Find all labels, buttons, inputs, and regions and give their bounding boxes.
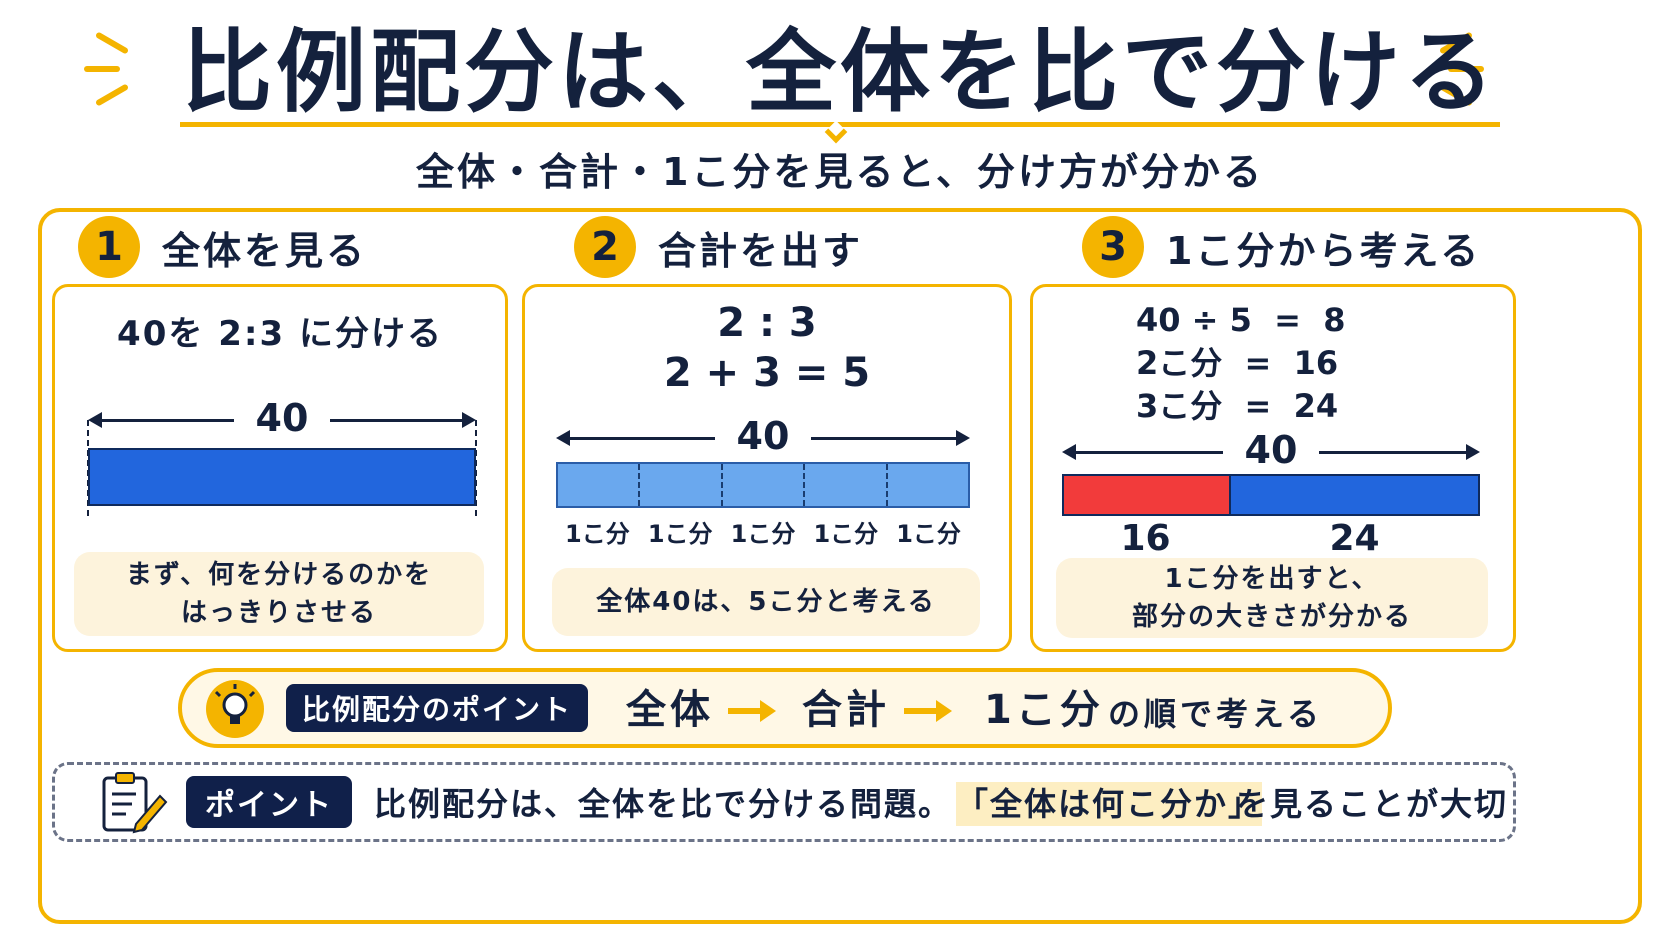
point-bar xyxy=(178,668,1392,748)
tip-tag: ポイント xyxy=(186,776,352,828)
step-3-eq-2: 2こ分 = 16 xyxy=(1136,344,1339,382)
arrow-head xyxy=(760,700,776,722)
step-1-number: 1 xyxy=(78,216,140,278)
flow-whole: 全体 xyxy=(626,687,714,733)
step-3-note-line-1: 1こ分を出すと、 xyxy=(1164,564,1380,594)
step-2-total-label: 40 xyxy=(715,414,811,458)
arrowhead-right xyxy=(956,430,970,446)
step-3-total-dimension: 40 xyxy=(1062,428,1480,472)
step-1-note-line-2: はっきりさせる xyxy=(180,598,377,628)
unit-segment-2 xyxy=(640,464,723,506)
step-3-part-1-label: 16 xyxy=(1120,518,1171,559)
step-1-label: 全体を見る xyxy=(162,228,368,273)
page-subtitle: 全体・合計・1こ分を見ると、分け方が分かる xyxy=(416,150,1264,194)
clipboard-pencil-icon xyxy=(100,770,170,834)
unit-label: 1こ分 xyxy=(730,520,796,548)
unit-label: 1こ分 xyxy=(647,520,713,548)
step-3-split-bar xyxy=(1062,474,1480,516)
step-2-note: 全体40は、5こ分と考える xyxy=(552,568,980,636)
step-1-problem: 40を 2:3 に分ける xyxy=(117,314,443,354)
step-2-unit-bar xyxy=(556,462,970,508)
unit-label: 1こ分 xyxy=(896,520,961,548)
step-1-header: 1 全体を見る xyxy=(78,216,367,278)
arrowhead-left xyxy=(556,430,570,446)
unit-segment-3 xyxy=(722,464,806,506)
arrowhead-right xyxy=(462,412,476,428)
step-2-note-text: 全体40は、5こ分と考える xyxy=(596,587,936,617)
flow-arrow-2 xyxy=(904,700,952,722)
arrow-head xyxy=(936,700,952,722)
step-2-ratio: 2 : 3 xyxy=(717,300,817,346)
step-3-note: 1こ分を出すと、 部分の大きさが分かる xyxy=(1056,558,1488,638)
flow-sum: 合計 xyxy=(802,687,890,733)
tip-highlight: 「全体は何こ分か」 xyxy=(956,782,1263,826)
step-1-note-line-1: まず、何を分けるのかを xyxy=(125,560,433,590)
step-2-number: 2 xyxy=(574,216,636,278)
title-spark-right-2 xyxy=(1448,66,1484,72)
tip-text-before: 比例配分は、全体を比で分ける問題。 xyxy=(374,785,953,823)
title-spark-left-2 xyxy=(84,66,120,72)
main-frame xyxy=(38,208,1642,924)
step-1-total-label: 40 xyxy=(234,396,330,440)
unit-label: 1こ分 xyxy=(813,520,879,548)
unit-segment-1 xyxy=(558,464,641,506)
title-spark-left-3 xyxy=(94,83,130,107)
step-2-unit-labels: 1こ分 1こ分 1こ分 1こ分 1こ分 xyxy=(556,514,970,549)
step-1-tick-right xyxy=(475,420,477,516)
step-3-number: 3 xyxy=(1082,216,1144,278)
step-1-whole-bar xyxy=(88,448,476,506)
page-title: 比例配分は、全体を比で分ける xyxy=(182,20,1498,125)
unit-segment-4 xyxy=(805,464,888,506)
step-3-part-2-label: 24 xyxy=(1329,518,1380,559)
flow-unit: 1こ分 xyxy=(984,687,1104,733)
step-3-eq-3: 3こ分 = 24 xyxy=(1136,387,1339,425)
point-bar-tag: 比例配分のポイント xyxy=(286,684,588,732)
arrowhead-right xyxy=(1466,444,1480,460)
step-1-total-dimension: 40 xyxy=(88,396,476,440)
part-24-segment xyxy=(1230,476,1478,514)
arrow-shaft xyxy=(904,708,940,714)
step-2-label: 合計を出す xyxy=(658,228,864,273)
title-spark-left-1 xyxy=(94,31,130,55)
step-2-total-dimension: 40 xyxy=(556,414,970,458)
step-2-sum: 2 + 3 = 5 xyxy=(663,350,871,396)
lightbulb-icon xyxy=(206,680,264,738)
arrowhead-left xyxy=(1062,444,1076,460)
unit-label: 1こ分 xyxy=(565,520,630,548)
step-1-note: まず、何を分けるのかを はっきりさせる xyxy=(74,552,484,636)
step-2-header: 2 合計を出す xyxy=(574,216,863,278)
tip-text-after: を見ることが大切 xyxy=(1236,785,1509,823)
flow-arrow-1 xyxy=(728,700,776,722)
flow-tail: の順で考える xyxy=(1108,695,1324,733)
step-3-total-label: 40 xyxy=(1223,428,1319,472)
step-3-eq-1: 40 ÷ 5 = 8 xyxy=(1136,301,1346,339)
unit-segment-5 xyxy=(887,464,969,506)
arrow-shaft xyxy=(728,708,764,714)
tip-box xyxy=(52,762,1516,842)
part-16-segment xyxy=(1064,476,1231,514)
arrowhead-left xyxy=(88,412,102,428)
step-3-header: 3 1こ分から考える xyxy=(1082,216,1481,278)
step-3-note-line-2: 部分の大きさが分かる xyxy=(1131,602,1412,632)
step-3-label: 1こ分から考える xyxy=(1166,228,1482,273)
